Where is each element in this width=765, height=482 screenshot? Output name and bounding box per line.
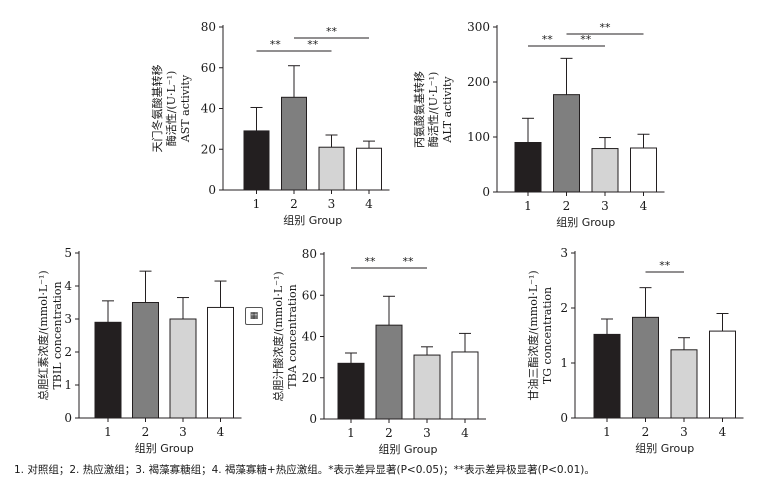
tbil-bar-3 bbox=[169, 318, 197, 419]
tba-y-axis-label-line-2: TBA concentration bbox=[286, 284, 299, 388]
tba-x-tick-label: 4 bbox=[461, 426, 469, 440]
tg-y-axis-label-line-1: 甘油三酯浓度/(mmol·L⁻¹) bbox=[526, 270, 540, 400]
footnote-groups: 1. 对照组；2. 热应激组；3. 褐藻寡糖组；4. 褐藻寡糖+热应激组。 bbox=[14, 464, 329, 476]
alt-x-tick-label: 2 bbox=[563, 199, 571, 213]
ast-y-tick-label: 20 bbox=[201, 142, 216, 156]
tbil-x-tick-label: 3 bbox=[179, 425, 187, 439]
figure-footnote: 1. 对照组；2. 热应激组；3. 褐藻寡糖组；4. 褐藻寡糖+热应激组。*表示… bbox=[14, 462, 595, 477]
tbil-bar-2 bbox=[132, 302, 159, 419]
chart-grid-icon[interactable]: ▦ bbox=[245, 307, 263, 325]
tbil-y-tick-label: 0 bbox=[64, 411, 72, 425]
alt-bar-3 bbox=[591, 148, 619, 193]
tg-x-tick-label: 4 bbox=[719, 425, 727, 439]
ast-y-tick-label: 60 bbox=[201, 61, 216, 75]
tba-sig-label-1: ** bbox=[365, 255, 377, 268]
alt-y-axis-label-line-1: 丙氨酸氨基转移 bbox=[412, 71, 426, 148]
tba-x-tick-label: 3 bbox=[423, 426, 431, 440]
tbil-y-tick-label: 5 bbox=[64, 246, 72, 260]
alt-bar-2 bbox=[553, 94, 580, 193]
alt-x-tick-label: 4 bbox=[640, 199, 648, 213]
tg-bar-1 bbox=[593, 333, 621, 419]
tg-sig-label-1: ** bbox=[659, 259, 671, 272]
tg-y-tick-label: 2 bbox=[560, 301, 568, 315]
alt-y-tick-label: 0 bbox=[482, 185, 490, 199]
tbil-x-tick-label: 1 bbox=[104, 425, 112, 439]
tba-bar-3 bbox=[413, 354, 441, 420]
tba-bar-1 bbox=[337, 362, 365, 420]
tba-y-tick-label: 60 bbox=[302, 288, 317, 302]
ast-bar-1 bbox=[243, 130, 270, 191]
alt-y-axis-label-line-3: ALT activity bbox=[441, 76, 454, 144]
tbil-y-axis-label-line-1: 总胆红素浓度/(mmol·L⁻¹) bbox=[36, 270, 50, 400]
ast-bar-2 bbox=[281, 96, 307, 191]
ast-y-tick-label: 0 bbox=[208, 183, 216, 197]
tba-bar-4 bbox=[451, 351, 479, 420]
tbil-x-tick-label: 4 bbox=[217, 425, 225, 439]
alt-x-axis-label: 组别 Group bbox=[556, 215, 615, 229]
tg-x-tick-label: 1 bbox=[603, 425, 611, 439]
tba-y-axis-label-line-1: 总胆汁酸浓度/(mmol·L⁻¹) bbox=[271, 271, 285, 401]
tbil-y-tick-label: 3 bbox=[64, 312, 72, 326]
alt-y-tick-label: 200 bbox=[467, 75, 490, 89]
tbil-y-tick-label: 2 bbox=[64, 345, 72, 359]
alt-y-tick-label: 300 bbox=[467, 20, 490, 34]
tba-sig-label-2: ** bbox=[403, 255, 415, 268]
tg-y-axis-label-line-2: TG concentration bbox=[541, 287, 554, 384]
tba-x-tick-label: 2 bbox=[385, 426, 393, 440]
tba-x-tick-label: 1 bbox=[347, 426, 355, 440]
ast-x-tick-label: 1 bbox=[253, 197, 261, 211]
tba-y-tick-label: 40 bbox=[302, 330, 317, 344]
alt-sig-label-2: ** bbox=[580, 33, 592, 46]
alt-x-tick-label: 3 bbox=[601, 199, 609, 213]
tg-y-tick-label: 1 bbox=[560, 356, 568, 370]
tg-bar-4 bbox=[709, 330, 736, 419]
tba-y-tick-label: 0 bbox=[309, 412, 317, 426]
ast-sig-label-1: ** bbox=[270, 38, 282, 51]
tbil-x-axis-label: 组别 Group bbox=[135, 441, 194, 455]
tg-x-tick-label: 2 bbox=[642, 425, 650, 439]
ast-bar-3 bbox=[318, 146, 345, 191]
tbil-y-tick-label: 4 bbox=[64, 279, 72, 293]
tg-bar-3 bbox=[670, 349, 698, 419]
ast-y-axis-label-line-3: AST activity bbox=[179, 74, 192, 143]
ast-y-axis-label-line-1: 天门冬氨酸基转移 bbox=[150, 65, 164, 153]
alt-sig-label-3: ** bbox=[600, 21, 612, 34]
ast-x-tick-label: 4 bbox=[365, 197, 373, 211]
tbil-y-tick-label: 1 bbox=[64, 378, 72, 392]
ast-sig-label-3: ** bbox=[326, 25, 338, 38]
ast-x-tick-label: 2 bbox=[290, 197, 298, 211]
footnote-significance: *表示差异显著(P<0.05)；**表示差异极显著(P<0.01)。 bbox=[328, 464, 595, 476]
ast-sig-label-2: ** bbox=[307, 38, 319, 51]
ast-bar-4 bbox=[356, 147, 382, 191]
alt-x-tick-label: 1 bbox=[524, 199, 532, 213]
tg-bar-2 bbox=[632, 316, 659, 419]
alt-bar-1 bbox=[514, 142, 542, 193]
tbil-x-tick-label: 2 bbox=[142, 425, 150, 439]
tbil-bar-1 bbox=[94, 321, 122, 419]
tg-y-tick-label: 0 bbox=[560, 411, 568, 425]
alt-sig-label-1: ** bbox=[542, 33, 554, 46]
ast-y-tick-label: 80 bbox=[201, 20, 216, 34]
ast-y-axis-label-line-2: 酶活性/(U·L⁻¹) bbox=[164, 71, 178, 147]
tba-bar-2 bbox=[375, 324, 403, 420]
tg-x-tick-label: 3 bbox=[680, 425, 688, 439]
alt-y-axis-label-line-2: 酶活性/(U·L⁻¹) bbox=[426, 72, 440, 148]
tg-y-tick-label: 3 bbox=[560, 246, 568, 260]
tba-x-axis-label: 组别 Group bbox=[379, 442, 438, 456]
ast-x-axis-label: 组别 Group bbox=[283, 213, 342, 227]
alt-y-tick-label: 100 bbox=[467, 130, 490, 144]
tba-y-tick-label: 80 bbox=[302, 247, 317, 261]
ast-y-tick-label: 40 bbox=[201, 102, 216, 116]
alt-bar-4 bbox=[630, 147, 657, 193]
ast-x-tick-label: 3 bbox=[328, 197, 336, 211]
tg-x-axis-label: 组别 Group bbox=[635, 441, 694, 455]
tbil-bar-4 bbox=[207, 306, 234, 419]
tbil-y-axis-label-line-2: TBIL concentration bbox=[51, 281, 64, 389]
tba-y-tick-label: 20 bbox=[302, 371, 317, 385]
